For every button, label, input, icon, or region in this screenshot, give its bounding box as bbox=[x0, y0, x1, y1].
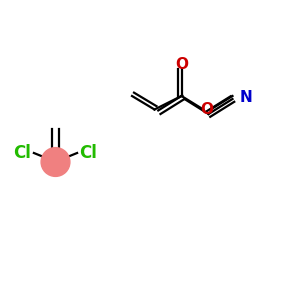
Text: Cl: Cl bbox=[14, 144, 32, 162]
Text: Cl: Cl bbox=[80, 144, 98, 162]
Circle shape bbox=[41, 148, 70, 176]
Text: O: O bbox=[200, 102, 214, 117]
Text: O: O bbox=[175, 57, 188, 72]
Text: N: N bbox=[240, 90, 253, 105]
